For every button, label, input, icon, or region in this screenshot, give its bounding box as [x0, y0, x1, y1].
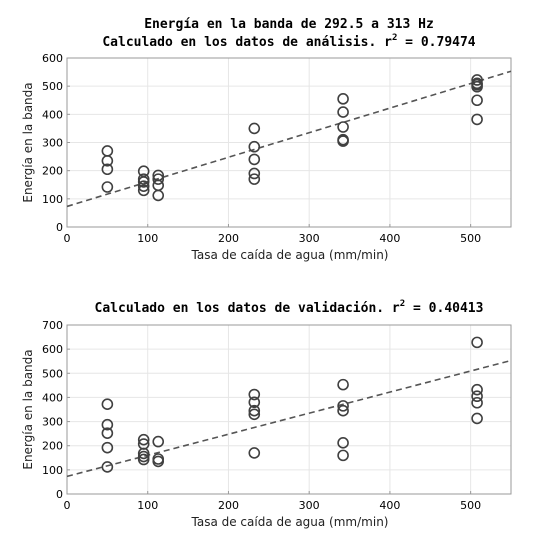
x-tick-label: 400 — [379, 499, 400, 512]
regression-line — [66, 70, 512, 208]
chart-validation: 0 100 200 300 400 500 0 100 200 300 400 500 600 700 Ta… — [21, 319, 512, 529]
x-axis-label: Tasa de caída de agua (mm/min) — [191, 515, 389, 529]
x-tick-label: 0 — [64, 499, 71, 512]
data-point — [101, 441, 114, 454]
data-point — [152, 189, 165, 202]
data-point — [248, 122, 261, 135]
data-point — [471, 94, 483, 107]
data-point — [471, 113, 483, 126]
y-tick-label: 100 — [42, 193, 63, 206]
x-tick-label: 500 — [460, 499, 481, 512]
x-tick-label: 200 — [218, 499, 239, 512]
data-point — [137, 180, 150, 192]
data-point — [337, 121, 349, 133]
data-point — [471, 74, 483, 86]
data-point — [248, 388, 261, 401]
data-point — [101, 427, 114, 439]
x-tick-label: 100 — [137, 232, 158, 245]
data-point — [248, 173, 261, 185]
y-tick-label: 400 — [42, 108, 63, 121]
x-tick-label: 100 — [137, 499, 158, 512]
data-point — [471, 78, 483, 91]
data-point — [248, 396, 261, 409]
y-tick-label: 300 — [42, 416, 63, 429]
data-point — [337, 449, 349, 462]
y-tick-label: 500 — [42, 367, 63, 380]
y-tick-label: 0 — [56, 221, 63, 234]
data-point — [152, 455, 165, 468]
data-point — [471, 396, 483, 409]
regression-line — [66, 359, 512, 478]
x-tick-label: 500 — [460, 232, 481, 245]
data-point — [337, 378, 349, 391]
data-point — [471, 336, 483, 349]
data-point — [337, 135, 349, 147]
data-point — [248, 167, 261, 180]
data-point — [471, 412, 483, 425]
data-point — [101, 181, 114, 193]
chart2-title: Calculado en los datos de validación. r2… — [95, 299, 484, 316]
x-axis-label: Tasa de caída de agua (mm/min) — [191, 248, 389, 262]
data-point — [248, 408, 261, 421]
data-point — [248, 447, 261, 459]
data-point — [137, 176, 150, 188]
data-point — [337, 106, 349, 118]
data-point — [248, 153, 261, 166]
data-point — [337, 93, 349, 105]
data-point — [337, 437, 349, 449]
y-axis-label: Energía en la banda — [21, 82, 35, 202]
plot-area — [66, 324, 512, 495]
data-point — [101, 398, 114, 410]
data-point — [152, 173, 165, 185]
data-point — [471, 383, 483, 396]
data-point — [137, 447, 150, 460]
y-tick-label: 200 — [42, 440, 63, 453]
chart1-title-line1: Energía en la banda de 292.5 a 313 Hz — [144, 17, 434, 32]
y-tick-label: 200 — [42, 165, 63, 178]
x-tick-label: 0 — [64, 232, 71, 245]
data-point — [248, 140, 261, 153]
data-point — [137, 184, 150, 197]
data-point — [101, 155, 114, 167]
y-tick-label: 600 — [42, 343, 63, 356]
data-point — [248, 404, 261, 417]
plot-frame — [66, 324, 512, 495]
chart1-title-line2: Calculado en los datos de análisis. r2 =… — [102, 33, 475, 50]
y-tick-label: 0 — [56, 488, 63, 501]
data-point — [137, 453, 150, 466]
y-tick-label: 400 — [42, 391, 63, 404]
data-point — [152, 435, 165, 448]
data-point — [101, 461, 114, 473]
y-tick-label: 100 — [42, 464, 63, 477]
x-tick-label: 300 — [299, 499, 320, 512]
y-tick-label: 600 — [42, 52, 63, 65]
data-point — [471, 390, 483, 403]
x-tick-label: 300 — [299, 232, 320, 245]
data-point — [101, 163, 114, 176]
y-tick-label: 300 — [42, 137, 63, 150]
chart-analysis: 0 100 200 300 400 500 0 100 200 300 400 500 600 Tasa … — [21, 52, 512, 262]
x-tick-label: 200 — [218, 232, 239, 245]
y-tick-label: 500 — [42, 80, 63, 93]
x-tick-label: 400 — [379, 232, 400, 245]
y-axis-label: Energía en la banda — [21, 349, 35, 469]
data-point — [101, 418, 114, 431]
y-tick-label: 700 — [42, 319, 63, 332]
data-point — [337, 404, 349, 417]
data-point — [137, 433, 150, 446]
data-point — [337, 400, 349, 412]
